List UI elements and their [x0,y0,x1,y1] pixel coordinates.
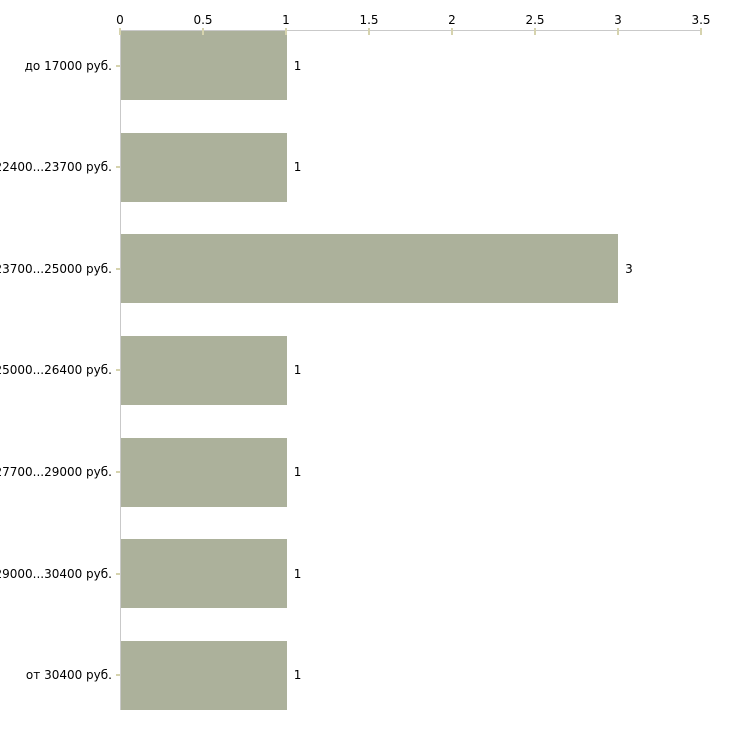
plot-area: до 17000 руб. 1 22400...23700 руб. 1 23700..… [0,31,701,710]
x-tick-mark [285,28,287,35]
bar [121,437,287,507]
x-tick-label: 2 [448,13,456,27]
category-tick-mark [116,166,120,169]
x-axis: 0 0.5 1 1.5 2 2.5 3 3.5 [116,0,710,30]
bar [121,132,287,202]
x-tick-label: 1 [282,13,290,27]
x-tick-label: 3.5 [691,13,711,27]
value-label: 1 [293,363,302,378]
value-label: 1 [293,58,302,73]
category-label: 29000...30400 руб. [0,566,112,581]
category-label: 22400...23700 руб. [0,160,112,175]
value-label: 1 [293,668,302,683]
category-tick-mark [116,471,120,474]
bar [121,335,287,405]
x-tick-mark [451,28,453,35]
x-tick-label: 2.5 [525,13,545,27]
category-label: 23700...25000 руб. [0,261,112,276]
category-label: от 30400 руб. [25,668,112,683]
bar-row: 23700...25000 руб. 3 [0,234,701,304]
category-label: до 17000 руб. [24,58,112,73]
x-tick-mark [119,28,121,35]
category-label: 25000...26400 руб. [0,363,112,378]
x-tick-label: 3 [614,13,622,27]
bar-row: 25000...26400 руб. 1 [0,335,701,405]
x-tick-label: 0 [116,13,124,27]
y-axis-line [120,30,121,710]
bar [121,31,287,100]
value-label: 1 [293,465,302,480]
category-tick-mark [116,267,120,270]
category-tick-mark [116,572,120,575]
category-label: 27700...29000 руб. [0,465,112,480]
category-tick-mark [116,64,120,67]
bar [121,539,287,609]
bar [121,640,287,710]
x-tick-mark [368,28,370,35]
value-label: 1 [293,160,302,175]
value-label: 3 [625,261,633,276]
bar-row: до 17000 руб. 1 [25,31,701,100]
x-tick-label: 0.5 [193,13,213,27]
bar-row: 22400...23700 руб. 1 [0,132,701,202]
value-label: 1 [293,566,302,581]
x-tick-label: 1.5 [359,13,379,27]
x-tick-mark [617,28,619,35]
bar [121,234,619,304]
bar-row: от 30400 руб. 1 [26,640,701,710]
category-tick-mark [116,369,120,372]
x-tick-mark [202,28,204,35]
x-tick-mark [534,28,536,35]
x-tick-mark [700,28,702,35]
bar-row: 29000...30400 руб. 1 [0,539,701,609]
x-axis-line [120,30,701,31]
bar-row: 27700...29000 руб. 1 [0,437,701,507]
category-tick-mark [116,674,120,677]
